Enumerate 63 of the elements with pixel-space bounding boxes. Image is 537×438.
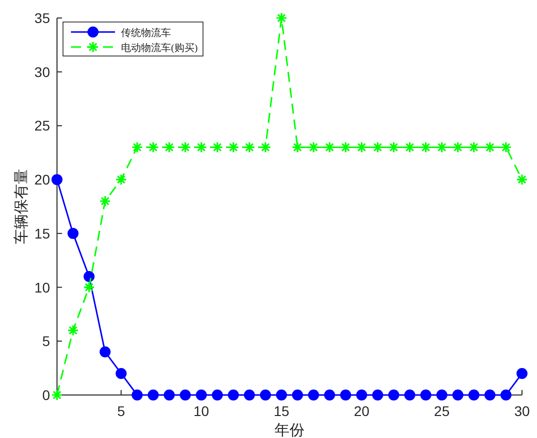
point [388,390,400,400]
point [324,390,336,400]
point [372,390,384,400]
point [276,12,288,24]
x-tick-label: 25 [434,403,450,419]
point [148,390,159,400]
point [292,390,304,400]
point [292,141,304,154]
point [244,141,256,154]
point [500,390,512,400]
x-tick-label: 30 [514,403,530,419]
point [228,141,240,154]
x-axis-title: 年份 [274,422,304,438]
point [196,390,207,400]
point [180,390,191,400]
point [51,389,63,401]
point [100,346,111,358]
point [420,390,432,400]
x-tick-label: 10 [194,403,210,419]
y-tick-label: 15 [34,225,50,242]
x-tick-label: 15 [274,403,290,419]
point [212,141,224,154]
point [84,271,95,282]
point [99,195,111,207]
point [276,390,287,400]
y-axis-title: 车辆保有量 [13,169,30,244]
point [468,390,480,400]
y-tick-label: 5 [42,333,50,350]
point [356,390,368,400]
x-tick-label: 5 [117,403,126,419]
legend-label: 传统物流车 [121,27,171,39]
point [260,141,272,154]
y-tick-label: 30 [34,64,50,80]
point [308,390,320,400]
point [516,368,528,379]
point [68,228,79,239]
point [67,324,79,336]
point [228,390,239,400]
point [83,281,95,294]
point [116,368,127,379]
point [212,390,223,400]
y-tick-label: 10 [34,279,50,296]
point [340,390,352,400]
point [132,390,143,400]
point [436,390,448,400]
point [516,174,528,186]
point [196,141,208,154]
point [404,390,416,400]
y-tick-label: 35 [34,10,50,26]
x-tick-label: 20 [354,403,370,419]
y-tick-label: 0 [42,387,50,403]
point [260,390,271,400]
legend-label: 电动物流车(购买) [121,42,198,54]
point [164,390,175,400]
point [244,390,255,400]
point [452,390,464,400]
y-tick-label: 25 [34,118,50,134]
point [500,141,512,154]
point [131,141,143,154]
y-tick-label: 20 [34,172,50,188]
point [52,174,62,186]
point [115,174,127,186]
point [484,390,496,400]
